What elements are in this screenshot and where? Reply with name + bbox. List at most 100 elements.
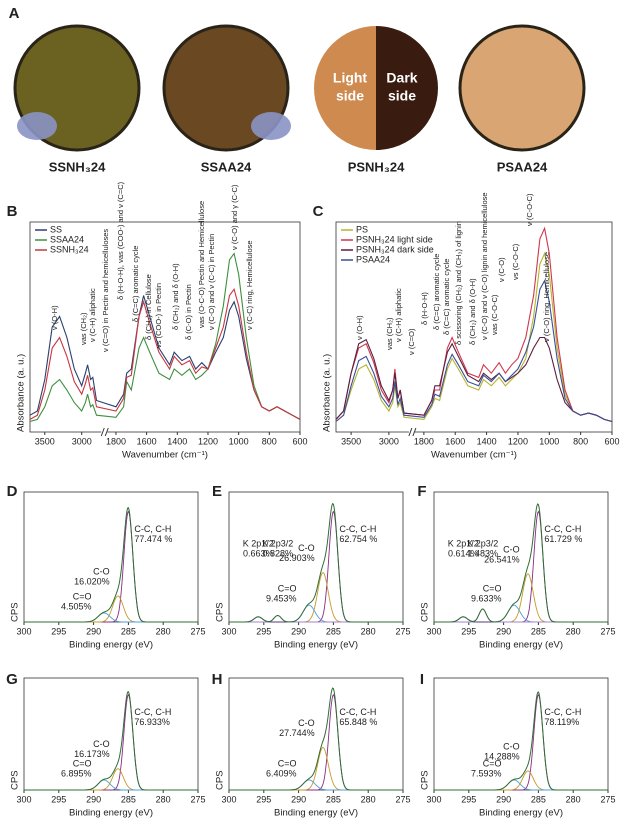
x-tick-label: 285 — [531, 626, 546, 636]
x-tick-label: 290 — [291, 794, 306, 804]
peak-annotation: ν (C-O) — [497, 257, 506, 282]
x-tick-label: 1400 — [167, 436, 187, 446]
component-percent: 14.288% — [484, 751, 520, 761]
y-axis-label: CPS — [215, 602, 226, 622]
x-tick-label: 3500 — [341, 436, 361, 446]
x-tick-label: 295 — [51, 794, 66, 804]
x-axis-label: Binding energy (eV) — [479, 808, 563, 819]
x-tick-label: 275 — [190, 626, 205, 636]
component-percent: 65.848 % — [339, 717, 377, 727]
x-tick-label: 285 — [531, 794, 546, 804]
axis-break-mark — [104, 427, 109, 437]
peak-annotation: δ (CH₂) and δ (O-H) — [171, 263, 180, 330]
component-name: K 2p3/2 — [467, 538, 498, 548]
legend-label: SS — [50, 224, 62, 234]
peak-annotation: ν (C=O) in Pectin and hemicelluloses — [101, 229, 110, 352]
component-name: C-C, C-H — [339, 524, 376, 534]
x-tick-label: 275 — [600, 794, 615, 804]
legend-label: SSAA24 — [50, 234, 84, 244]
peak-annotation: νas (CH₂) — [79, 312, 88, 345]
component-percent: 26.541% — [484, 554, 520, 564]
component-name: K 2p1/2 — [243, 538, 274, 548]
panel-label: F — [417, 483, 426, 500]
peak-annotation: δ (C=C) aromatic cycle — [131, 246, 140, 322]
peak-annotation: δ (H-O-H) — [420, 292, 429, 325]
legend-label: PSAA24 — [356, 254, 390, 264]
x-tick-label: 280 — [566, 626, 581, 636]
x-tick-label: 3000 — [72, 436, 92, 446]
x-tick-label: 1800 — [414, 436, 434, 446]
component-name: C=O — [278, 758, 297, 768]
peak-annotation: δ (CH₂) in Cellulose — [144, 274, 153, 340]
x-tick-label: 275 — [395, 794, 410, 804]
peak-annotation: ν (C-C) ring, Hemicellulose — [245, 240, 254, 330]
x-axis-label: Binding energy (eV) — [274, 808, 358, 819]
y-axis-label: CPS — [420, 602, 431, 622]
panel-label: I — [420, 671, 424, 688]
envelope — [434, 691, 608, 791]
peak-annotation: δ (H-O-H), νas (COO-) and ν (C=C) — [116, 181, 125, 300]
axis-break — [408, 428, 415, 436]
component-percent: 16.173% — [74, 749, 110, 759]
peak-annotation: δ (CH₂) and δ (O-H) — [468, 278, 477, 345]
spectrum-line — [335, 279, 613, 423]
photo-label: PSAA24 — [497, 159, 548, 174]
axis-break-mark — [100, 427, 105, 437]
x-tick-label: 280 — [361, 626, 376, 636]
y-axis-label: Absorbance (a. u.) — [322, 354, 333, 432]
x-tick-label: 290 — [496, 626, 511, 636]
spectrum-line — [29, 295, 301, 420]
spectrum-line — [29, 252, 301, 423]
y-axis-label: CPS — [10, 602, 21, 622]
component-name: C-C, C-H — [134, 707, 171, 717]
x-axis-label: Binding energy (eV) — [479, 640, 563, 651]
x-tick-label: 300 — [426, 626, 441, 636]
component-name: C=O — [483, 583, 502, 593]
x-tick-label: 290 — [86, 626, 101, 636]
photo-half-label: side — [336, 88, 364, 104]
peak-annotation: δ (C=C) aromatic cycle — [432, 254, 441, 330]
x-tick-label: 1000 — [229, 436, 249, 446]
component-percent: 27.744% — [279, 728, 315, 738]
peak-annotation: ν (C-O) ring, Hemicellulose — [542, 252, 551, 342]
x-tick-label: 300 — [16, 794, 31, 804]
legend-label: PSNH₃24 light side — [356, 234, 433, 244]
x-tick-label: 275 — [395, 626, 410, 636]
x-tick-label: 1200 — [198, 436, 218, 446]
photo-half-label: Light — [333, 70, 368, 86]
x-tick-label: 800 — [262, 436, 277, 446]
x-tick-label: 280 — [361, 794, 376, 804]
x-axis-label: Binding energy (eV) — [69, 808, 153, 819]
component-percent: 0.828% — [262, 548, 293, 558]
x-tick-label: 295 — [51, 626, 66, 636]
component-name: C-O — [298, 718, 315, 728]
component-percent: 7.593% — [471, 768, 502, 778]
panel-label: C — [313, 203, 324, 220]
peak-annotation: ν (C-O) and ν (C-C) in Pectin — [207, 234, 216, 330]
x-axis-label: Binding energy (eV) — [274, 640, 358, 651]
peak-annotation: ν (C-H) aliphatic — [88, 288, 97, 342]
peak-annotation: ν (C=O) — [407, 328, 416, 355]
spectrum-line — [29, 287, 301, 420]
x-tick-label: 280 — [566, 794, 581, 804]
x-tick-label: 280 — [156, 626, 171, 636]
legend-label: PS — [356, 224, 368, 234]
component-name: C-O — [503, 544, 520, 554]
spectrum-line — [335, 226, 613, 423]
x-tick-label: 290 — [291, 626, 306, 636]
x-tick-label: 1400 — [477, 436, 497, 446]
peak-annotation: νas (CH₂) — [385, 317, 394, 350]
component-name: C=O — [483, 758, 502, 768]
component-name: C=O — [73, 591, 92, 601]
component-percent: 78.119% — [544, 717, 579, 727]
x-tick-label: 285 — [326, 794, 341, 804]
plot-frame — [29, 221, 301, 433]
photo-half-label: side — [388, 88, 416, 104]
spectrum-line — [335, 251, 613, 423]
component-percent: 77.474 % — [134, 534, 172, 544]
component-percent: 76.933% — [134, 717, 170, 727]
x-tick-label: 285 — [326, 626, 341, 636]
x-tick-label: 300 — [426, 794, 441, 804]
photo-half-label: Dark — [386, 70, 417, 86]
component-percent: 16.020% — [74, 576, 110, 586]
